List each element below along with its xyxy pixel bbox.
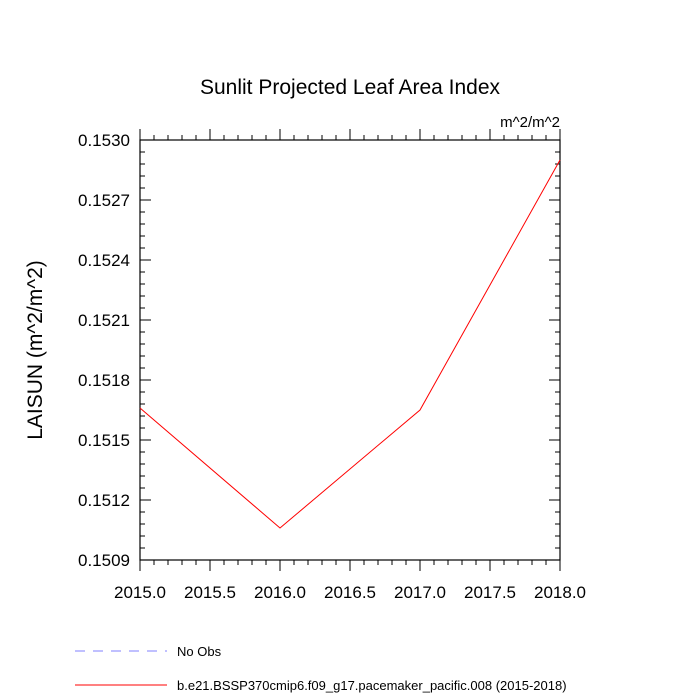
units-label: m^2/m^2 [500, 114, 560, 131]
y-tick-label: 0.1527 [78, 191, 130, 210]
x-tick-label: 2016.0 [254, 583, 306, 602]
x-tick-label: 2017.5 [464, 583, 516, 602]
y-axis-label: LAISUN (m^2/m^2) [24, 260, 47, 440]
y-tick-label: 0.1512 [78, 491, 130, 510]
series-layer [139, 159, 561, 529]
legend-label: b.e21.BSSP370cmip6.f09_g17.pacemaker_pac… [177, 678, 567, 693]
legend-label: No Obs [177, 644, 222, 659]
y-tick-label: 0.1518 [78, 371, 130, 390]
x-tick-label: 2015.5 [184, 583, 236, 602]
plot-frame [139, 139, 561, 561]
series-line [139, 159, 561, 529]
x-tick-label: 2015.0 [114, 583, 166, 602]
x-tick-label: 2016.5 [324, 583, 376, 602]
legend: No Obs b.e21.BSSP370cmip6.f09_g17.pacemak… [75, 644, 567, 693]
chart-title: Sunlit Projected Leaf Area Index [200, 76, 501, 99]
y-axis-ticks: 0.1509 0.1512 0.1515 0.1518 0.1521 0.1524 0.15… [78, 131, 560, 570]
y-tick-label: 0.1509 [78, 551, 130, 570]
y-tick-label: 0.1515 [78, 431, 130, 450]
y-tick-label: 0.1521 [78, 311, 130, 330]
x-tick-label: 2017.0 [394, 583, 446, 602]
y-tick-label: 0.1524 [78, 251, 130, 270]
x-tick-label: 2018.0 [534, 583, 586, 602]
x-axis-ticks: 2015.0 2015.5 2016.0 2016.5 2017.0 2017.5 2018… [114, 129, 586, 602]
y-tick-label: 0.1530 [78, 131, 130, 150]
